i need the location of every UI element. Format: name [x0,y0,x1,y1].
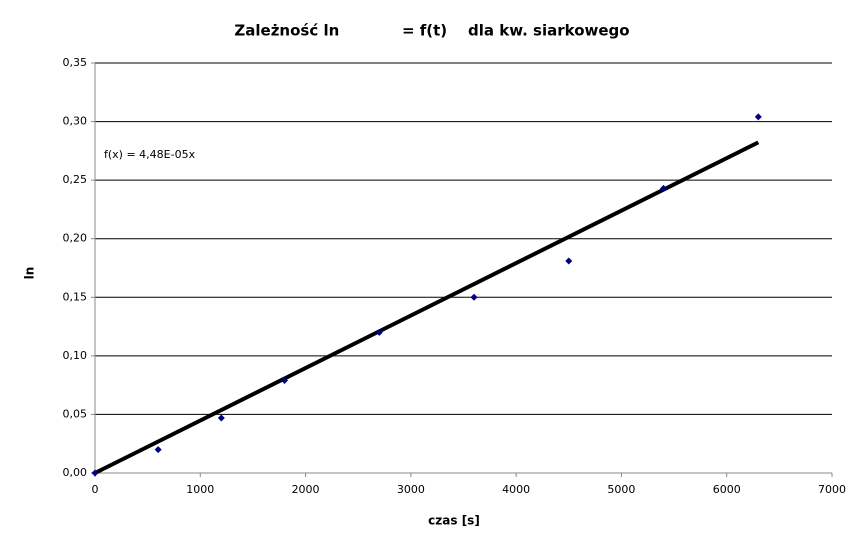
chart-title: Zależność ln = f(t) dla kw. siarkowego [234,22,629,40]
y-tick-label: 0,15 [63,290,88,303]
x-tick-label: 5000 [607,483,635,496]
x-tick-label: 0 [92,483,99,496]
data-point [91,469,99,477]
data-point [217,414,225,422]
data-point [154,446,162,454]
x-tick-label: 3000 [397,483,425,496]
x-tick-label: 7000 [818,483,846,496]
y-tick-label: 0,30 [63,115,88,128]
y-tick-label: 0,25 [63,173,88,186]
x-axis-title: czas [s] [428,514,480,528]
y-tick-label: 0,10 [63,349,88,362]
x-tick-label: 6000 [713,483,741,496]
y-axis-title: ln [23,267,37,280]
y-tick-label: 0,00 [63,466,88,479]
x-tick-label: 2000 [292,483,320,496]
data-point [754,113,762,121]
data-point [565,257,573,265]
y-tick-label: 0,05 [63,407,88,420]
data-point [375,328,383,336]
data-point [281,376,289,384]
y-tick-label: 0,20 [63,232,88,245]
data-point [660,184,668,192]
x-tick-label: 4000 [502,483,530,496]
trendline [94,140,760,475]
y-tick-label: 0,35 [63,56,88,69]
x-tick-label: 1000 [186,483,214,496]
trendline-label: f(x) = 4,48E-05x [104,148,196,161]
data-point [470,293,478,301]
